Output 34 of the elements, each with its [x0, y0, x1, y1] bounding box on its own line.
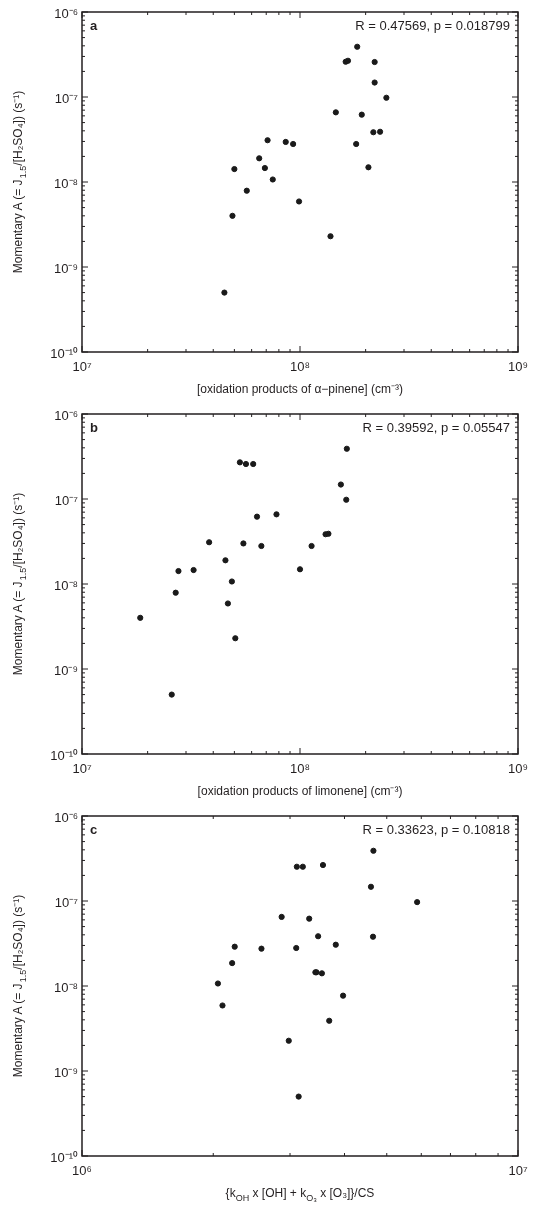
x-axis-title: [oxidation products of limonene] (cm⁻³) — [197, 784, 403, 798]
y-tick-label: 10⁻⁷ — [54, 91, 79, 106]
y-tick-label: 10⁻⁶ — [54, 810, 78, 825]
text: c — [90, 822, 98, 837]
y-tick-label: 10⁻⁶ — [54, 6, 78, 21]
x-tick-label: 10⁸ — [290, 761, 310, 776]
annotation: R = 0.33623, p = 0.10818 — [362, 822, 511, 837]
y-tick-label: 10⁻⁷ — [54, 493, 79, 508]
y-tick-label: 10⁻⁷ — [54, 895, 79, 910]
y-axis-title: Momentary A (= J1.5/[H₂SO₄]) (s⁻¹) — [11, 492, 28, 676]
x-tick-label: 10⁷ — [508, 1163, 528, 1178]
annotation: R = 0.47569, p = 0.018799 — [355, 18, 510, 33]
x-tick-label: 10⁷ — [72, 359, 92, 374]
x-tick-label: 10⁹ — [507, 761, 529, 776]
y-tick-label: 10⁻⁶ — [54, 408, 78, 423]
x-tick-label: 10⁹ — [507, 359, 529, 374]
y-tick-label: 10⁻⁹ — [53, 663, 78, 678]
x-tick-label: 10⁸ — [290, 359, 310, 374]
y-tick-label: 10⁻¹⁰ — [50, 346, 79, 361]
y-tick-label: 10⁻⁹ — [53, 1065, 78, 1080]
y-axis-title: Momentary A (= J1.5/[H₂SO₄]) (s⁻¹) — [11, 894, 28, 1078]
y-tick-label: 10⁻⁸ — [54, 578, 79, 593]
text: b — [90, 420, 98, 435]
y-axis-title: Momentary A (= J1.5/[H₂SO₄]) (s⁻¹) — [11, 90, 28, 274]
y-tick-label: 10⁻⁹ — [53, 261, 78, 276]
y-tick-label: 10⁻⁸ — [54, 980, 79, 995]
y-tick-label: 10⁻⁸ — [54, 176, 79, 191]
annotation: R = 0.39592, p = 0.05547 — [362, 420, 511, 435]
text: a — [90, 18, 98, 33]
y-tick-label: 10⁻¹⁰ — [50, 1150, 79, 1165]
x-tick-label: 10⁶ — [72, 1163, 92, 1178]
x-tick-label: 10⁷ — [72, 761, 92, 776]
x-axis-title: [oxidation products of α−pinene] (cm⁻³) — [196, 382, 404, 396]
y-tick-label: 10⁻¹⁰ — [50, 748, 79, 763]
